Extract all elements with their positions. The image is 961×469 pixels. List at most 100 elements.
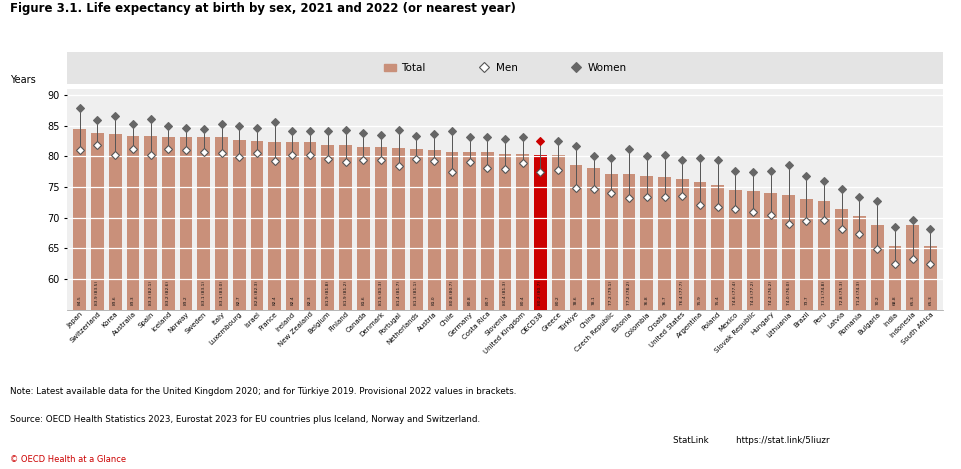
Text: 80.8 (80.7): 80.8 (80.7) bbox=[450, 280, 454, 305]
Text: 68.8: 68.8 bbox=[892, 295, 896, 305]
Bar bbox=[445, 151, 457, 310]
Bar bbox=[693, 182, 705, 310]
Bar bbox=[73, 129, 86, 310]
Text: 74.6 (77.4): 74.6 (77.4) bbox=[732, 280, 737, 305]
Text: 80.4 (81.3): 80.4 (81.3) bbox=[503, 280, 506, 305]
Text: 80.2: 80.2 bbox=[555, 295, 559, 305]
Text: 73.7: 73.7 bbox=[803, 295, 807, 305]
Bar bbox=[640, 176, 653, 310]
Text: 81.9 (81.8): 81.9 (81.8) bbox=[326, 280, 330, 305]
Bar bbox=[268, 142, 281, 310]
Bar bbox=[374, 147, 387, 310]
Bar bbox=[91, 133, 104, 310]
Bar bbox=[870, 225, 882, 310]
Text: Note: Latest available data for the United Kingdom 2020; and for Türkiye 2019. P: Note: Latest available data for the Unit… bbox=[10, 387, 515, 396]
Text: 81.6: 81.6 bbox=[361, 295, 365, 305]
Bar bbox=[127, 136, 139, 310]
Text: 83.1 (83.0): 83.1 (83.0) bbox=[219, 280, 223, 305]
Bar bbox=[817, 201, 829, 310]
Bar bbox=[144, 136, 157, 310]
Bar bbox=[657, 177, 670, 310]
Bar bbox=[552, 155, 564, 310]
Text: 83.6: 83.6 bbox=[113, 295, 117, 305]
Text: 73.1 (74.8): 73.1 (74.8) bbox=[821, 280, 825, 305]
Bar bbox=[197, 137, 209, 310]
Text: 82.4: 82.4 bbox=[290, 295, 294, 305]
Bar bbox=[250, 141, 263, 310]
Text: 81.5 (81.3): 81.5 (81.3) bbox=[379, 280, 382, 305]
Text: Years: Years bbox=[11, 75, 37, 85]
Bar bbox=[480, 152, 493, 310]
Text: 81.9 (81.2): 81.9 (81.2) bbox=[343, 280, 347, 305]
Text: 78.6: 78.6 bbox=[574, 295, 578, 305]
Text: 82.7: 82.7 bbox=[237, 295, 241, 305]
Legend: Total, Men, Women: Total, Men, Women bbox=[380, 59, 629, 77]
Text: 81.4 (81.7): 81.4 (81.7) bbox=[396, 280, 401, 305]
Text: 75.4: 75.4 bbox=[715, 295, 719, 305]
Text: 70.2: 70.2 bbox=[875, 295, 878, 305]
Bar bbox=[498, 154, 511, 310]
Text: 83.2: 83.2 bbox=[184, 295, 188, 305]
Text: © OECD Health at a Glance: © OECD Health at a Glance bbox=[10, 455, 126, 464]
Bar bbox=[622, 174, 635, 310]
Text: 80.7: 80.7 bbox=[484, 295, 489, 305]
Bar bbox=[764, 193, 776, 310]
Text: 74.3 (77.2): 74.3 (77.2) bbox=[751, 280, 754, 305]
Text: 78.1: 78.1 bbox=[591, 295, 595, 305]
Bar bbox=[746, 191, 759, 310]
Bar bbox=[800, 199, 812, 310]
Text: 72.8 (75.3): 72.8 (75.3) bbox=[839, 280, 843, 305]
Bar bbox=[905, 225, 918, 310]
Bar bbox=[409, 149, 423, 310]
Text: 83.9 (83.5): 83.9 (83.5) bbox=[95, 280, 99, 305]
Bar bbox=[357, 147, 369, 310]
Bar bbox=[339, 145, 352, 310]
Text: 65.3: 65.3 bbox=[910, 295, 914, 305]
Bar bbox=[923, 247, 936, 310]
Bar bbox=[428, 151, 440, 310]
Bar bbox=[728, 189, 741, 310]
Bar bbox=[852, 217, 865, 310]
Text: 82.4: 82.4 bbox=[272, 295, 277, 305]
Bar bbox=[676, 179, 688, 310]
Text: 80.2 (80.7): 80.2 (80.7) bbox=[538, 280, 542, 305]
Text: 80.8: 80.8 bbox=[467, 295, 471, 305]
Text: 83.3: 83.3 bbox=[131, 295, 135, 305]
Bar bbox=[233, 140, 245, 310]
Text: 74.2 (76.2): 74.2 (76.2) bbox=[768, 280, 772, 305]
Text: Figure 3.1. Life expectancy at birth by sex, 2021 and 2022 (or nearest year): Figure 3.1. Life expectancy at birth by … bbox=[10, 2, 515, 15]
Text: 80.4: 80.4 bbox=[520, 295, 525, 305]
Text: 76.8: 76.8 bbox=[644, 295, 648, 305]
Bar bbox=[161, 137, 175, 310]
Bar bbox=[109, 135, 121, 310]
Text: 82.6 (82.3): 82.6 (82.3) bbox=[255, 280, 259, 305]
Bar bbox=[834, 209, 848, 310]
Text: 76.4 (77.7): 76.4 (77.7) bbox=[679, 280, 683, 305]
Bar bbox=[516, 154, 529, 310]
Bar bbox=[710, 185, 724, 310]
Text: Source: OECD Health Statistics 2023, Eurostat 2023 for EU countries plus Iceland: Source: OECD Health Statistics 2023, Eur… bbox=[10, 415, 480, 424]
Bar bbox=[392, 148, 405, 310]
Text: 77.2 (78.2): 77.2 (78.2) bbox=[627, 280, 630, 305]
Text: 84.5: 84.5 bbox=[78, 295, 82, 305]
Bar bbox=[215, 137, 228, 310]
Text: 83.3 (82.1): 83.3 (82.1) bbox=[148, 280, 153, 305]
Text: 65.3: 65.3 bbox=[927, 295, 931, 305]
Bar bbox=[463, 151, 476, 310]
Bar bbox=[321, 145, 333, 310]
Bar bbox=[533, 155, 546, 310]
Bar bbox=[586, 168, 600, 310]
Text: 71.4 (74.3): 71.4 (74.3) bbox=[856, 280, 861, 305]
Bar bbox=[781, 195, 794, 310]
Bar bbox=[888, 247, 900, 310]
Text: 74.0 (76.0): 74.0 (76.0) bbox=[786, 280, 790, 305]
Bar bbox=[180, 137, 192, 310]
Text: 81.3 (81.1): 81.3 (81.1) bbox=[414, 280, 418, 305]
Bar bbox=[569, 165, 581, 310]
Text: 83.1 (83.1): 83.1 (83.1) bbox=[202, 280, 206, 305]
Text: 76.7: 76.7 bbox=[662, 295, 666, 305]
Text: 83.2 (82.6): 83.2 (82.6) bbox=[166, 280, 170, 305]
Text: 75.9: 75.9 bbox=[698, 295, 702, 305]
Text: StatLink          https://stat.link/5liuzr: StatLink https://stat.link/5liuzr bbox=[673, 436, 829, 445]
Text: 81.0: 81.0 bbox=[431, 295, 435, 305]
